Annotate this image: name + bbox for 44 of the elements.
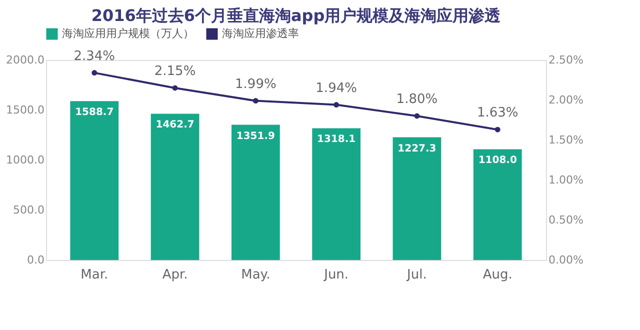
- point: [414, 113, 420, 119]
- data-label: 1318.1: [317, 134, 356, 146]
- y2-tick-label: 1.00%: [548, 174, 584, 186]
- y2-tick-label: 2.50%: [548, 54, 584, 66]
- data-label: 1.94%: [316, 80, 357, 96]
- data-label: 1.99%: [235, 76, 276, 92]
- y-tick-label: 500.0: [13, 204, 44, 216]
- x-tick-label: Mar.: [80, 268, 108, 282]
- legend-label: 海淘应用用户规模（万人）: [62, 27, 194, 40]
- y-tick-label: 1000.0: [6, 154, 44, 166]
- y-tick-label: 0.0: [27, 254, 44, 266]
- y2-tick-label: 0.50%: [548, 214, 584, 226]
- data-label: 1227.3: [398, 143, 436, 154]
- legend-label: 海淘应用渗透率: [222, 27, 299, 40]
- y2-tick-label: 0.00%: [548, 254, 584, 266]
- data-label: 2.34%: [74, 48, 116, 64]
- y-tick-label: 2000.0: [6, 54, 44, 66]
- chart-title: 2016年过去6个月垂直海淘app用户规模及海淘应用渗透: [91, 6, 501, 25]
- data-label: 1588.7: [75, 107, 114, 118]
- point: [334, 102, 340, 108]
- point: [172, 85, 178, 91]
- x-tick-label: Aug.: [482, 268, 512, 282]
- bar: [231, 124, 280, 260]
- data-label: 1462.7: [156, 120, 194, 131]
- bar: [70, 101, 119, 260]
- x-tick-label: Jul.: [406, 268, 427, 282]
- point: [494, 126, 500, 132]
- x-tick-label: Jun.: [323, 268, 349, 282]
- bar: [312, 128, 361, 260]
- bar: [150, 114, 200, 260]
- x-tick-label: Apr.: [162, 268, 188, 282]
- y2-tick-label: 2.00%: [548, 94, 584, 106]
- data-label: 1108.0: [478, 155, 517, 166]
- point: [252, 98, 258, 104]
- y-tick-label: 1500.0: [6, 104, 44, 116]
- x-tick-label: May.: [241, 268, 270, 282]
- bar: [473, 149, 522, 260]
- data-label: 1.63%: [476, 106, 518, 121]
- data-label: 1.80%: [396, 92, 438, 107]
- bar: [392, 137, 442, 260]
- y2-tick-label: 1.50%: [548, 134, 584, 146]
- data-label: 1351.9: [236, 130, 276, 142]
- data-label: 2.15%: [154, 64, 196, 79]
- point: [92, 70, 98, 76]
